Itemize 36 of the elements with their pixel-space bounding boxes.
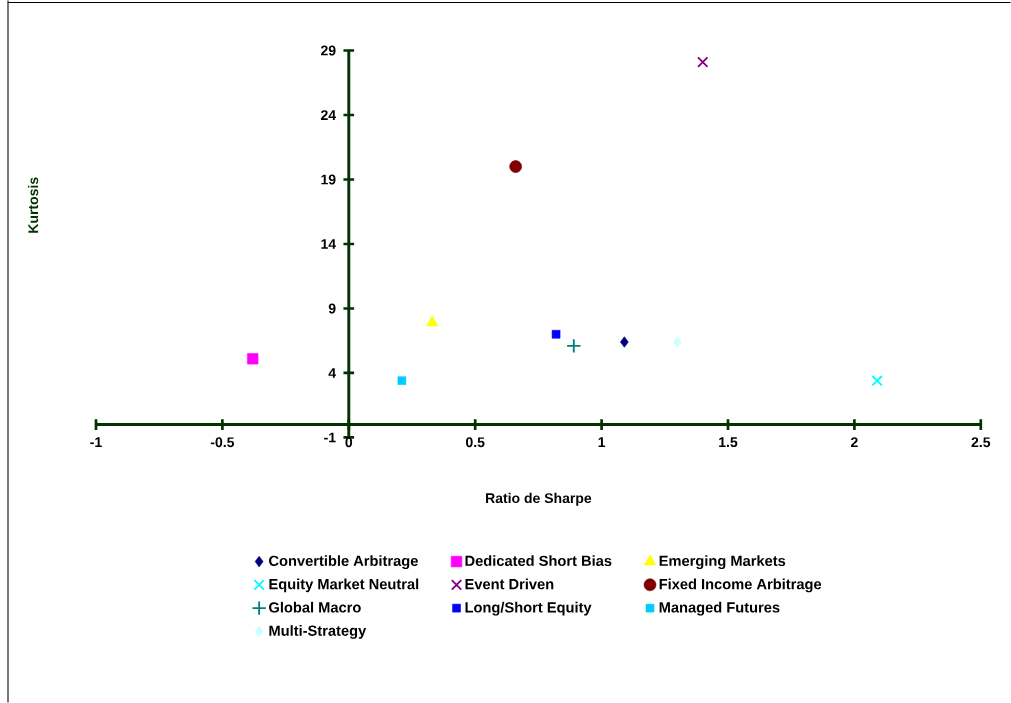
x-tick-label: 1.5 xyxy=(719,437,738,448)
y-tick-label: 4 xyxy=(328,368,336,378)
y-tick-label: 14 xyxy=(321,239,336,249)
point xyxy=(551,330,561,339)
x-tick-label: -1 xyxy=(90,437,102,447)
legend-label: Event Driven xyxy=(465,578,554,590)
y-tick-label: 29 xyxy=(320,45,336,56)
legend-label: Global Macro xyxy=(269,601,361,613)
x-tick-label: 1 xyxy=(598,437,606,447)
x-tick-label: 2 xyxy=(850,437,858,448)
legend-label: Convertible Arbitrage xyxy=(269,555,418,570)
x-axis-title: Ratio de Sharpe xyxy=(486,492,592,506)
legend-label: Fixed Income Arbitrage xyxy=(659,578,822,593)
legend-label: Emerging Markets xyxy=(659,555,786,570)
x-tick-label: 0.5 xyxy=(466,437,485,448)
y-axis-title: Kurtosis xyxy=(27,177,39,233)
legend-label: Long/Short Equity xyxy=(465,601,592,616)
legend-label: Dedicated Short Bias xyxy=(465,555,612,567)
x-tick-label: 2.5 xyxy=(971,437,991,448)
y-tick-label: 9 xyxy=(328,303,336,314)
point xyxy=(620,336,629,348)
x-tick-label: 0 xyxy=(345,437,353,448)
point xyxy=(426,315,439,327)
point xyxy=(247,353,259,365)
point xyxy=(697,56,709,68)
y-tick-label: 19 xyxy=(321,174,336,185)
y-tick-label: 24 xyxy=(320,110,336,120)
legend-label: Equity Market Neutral xyxy=(269,578,419,593)
point xyxy=(397,376,407,385)
point xyxy=(509,160,522,173)
point xyxy=(673,336,682,348)
legend-label: Managed Futures xyxy=(659,601,780,616)
point xyxy=(871,375,883,387)
legend-label: Multi-Strategy xyxy=(269,625,367,639)
x-tick-label: -0.5 xyxy=(210,437,235,448)
point xyxy=(566,338,582,354)
